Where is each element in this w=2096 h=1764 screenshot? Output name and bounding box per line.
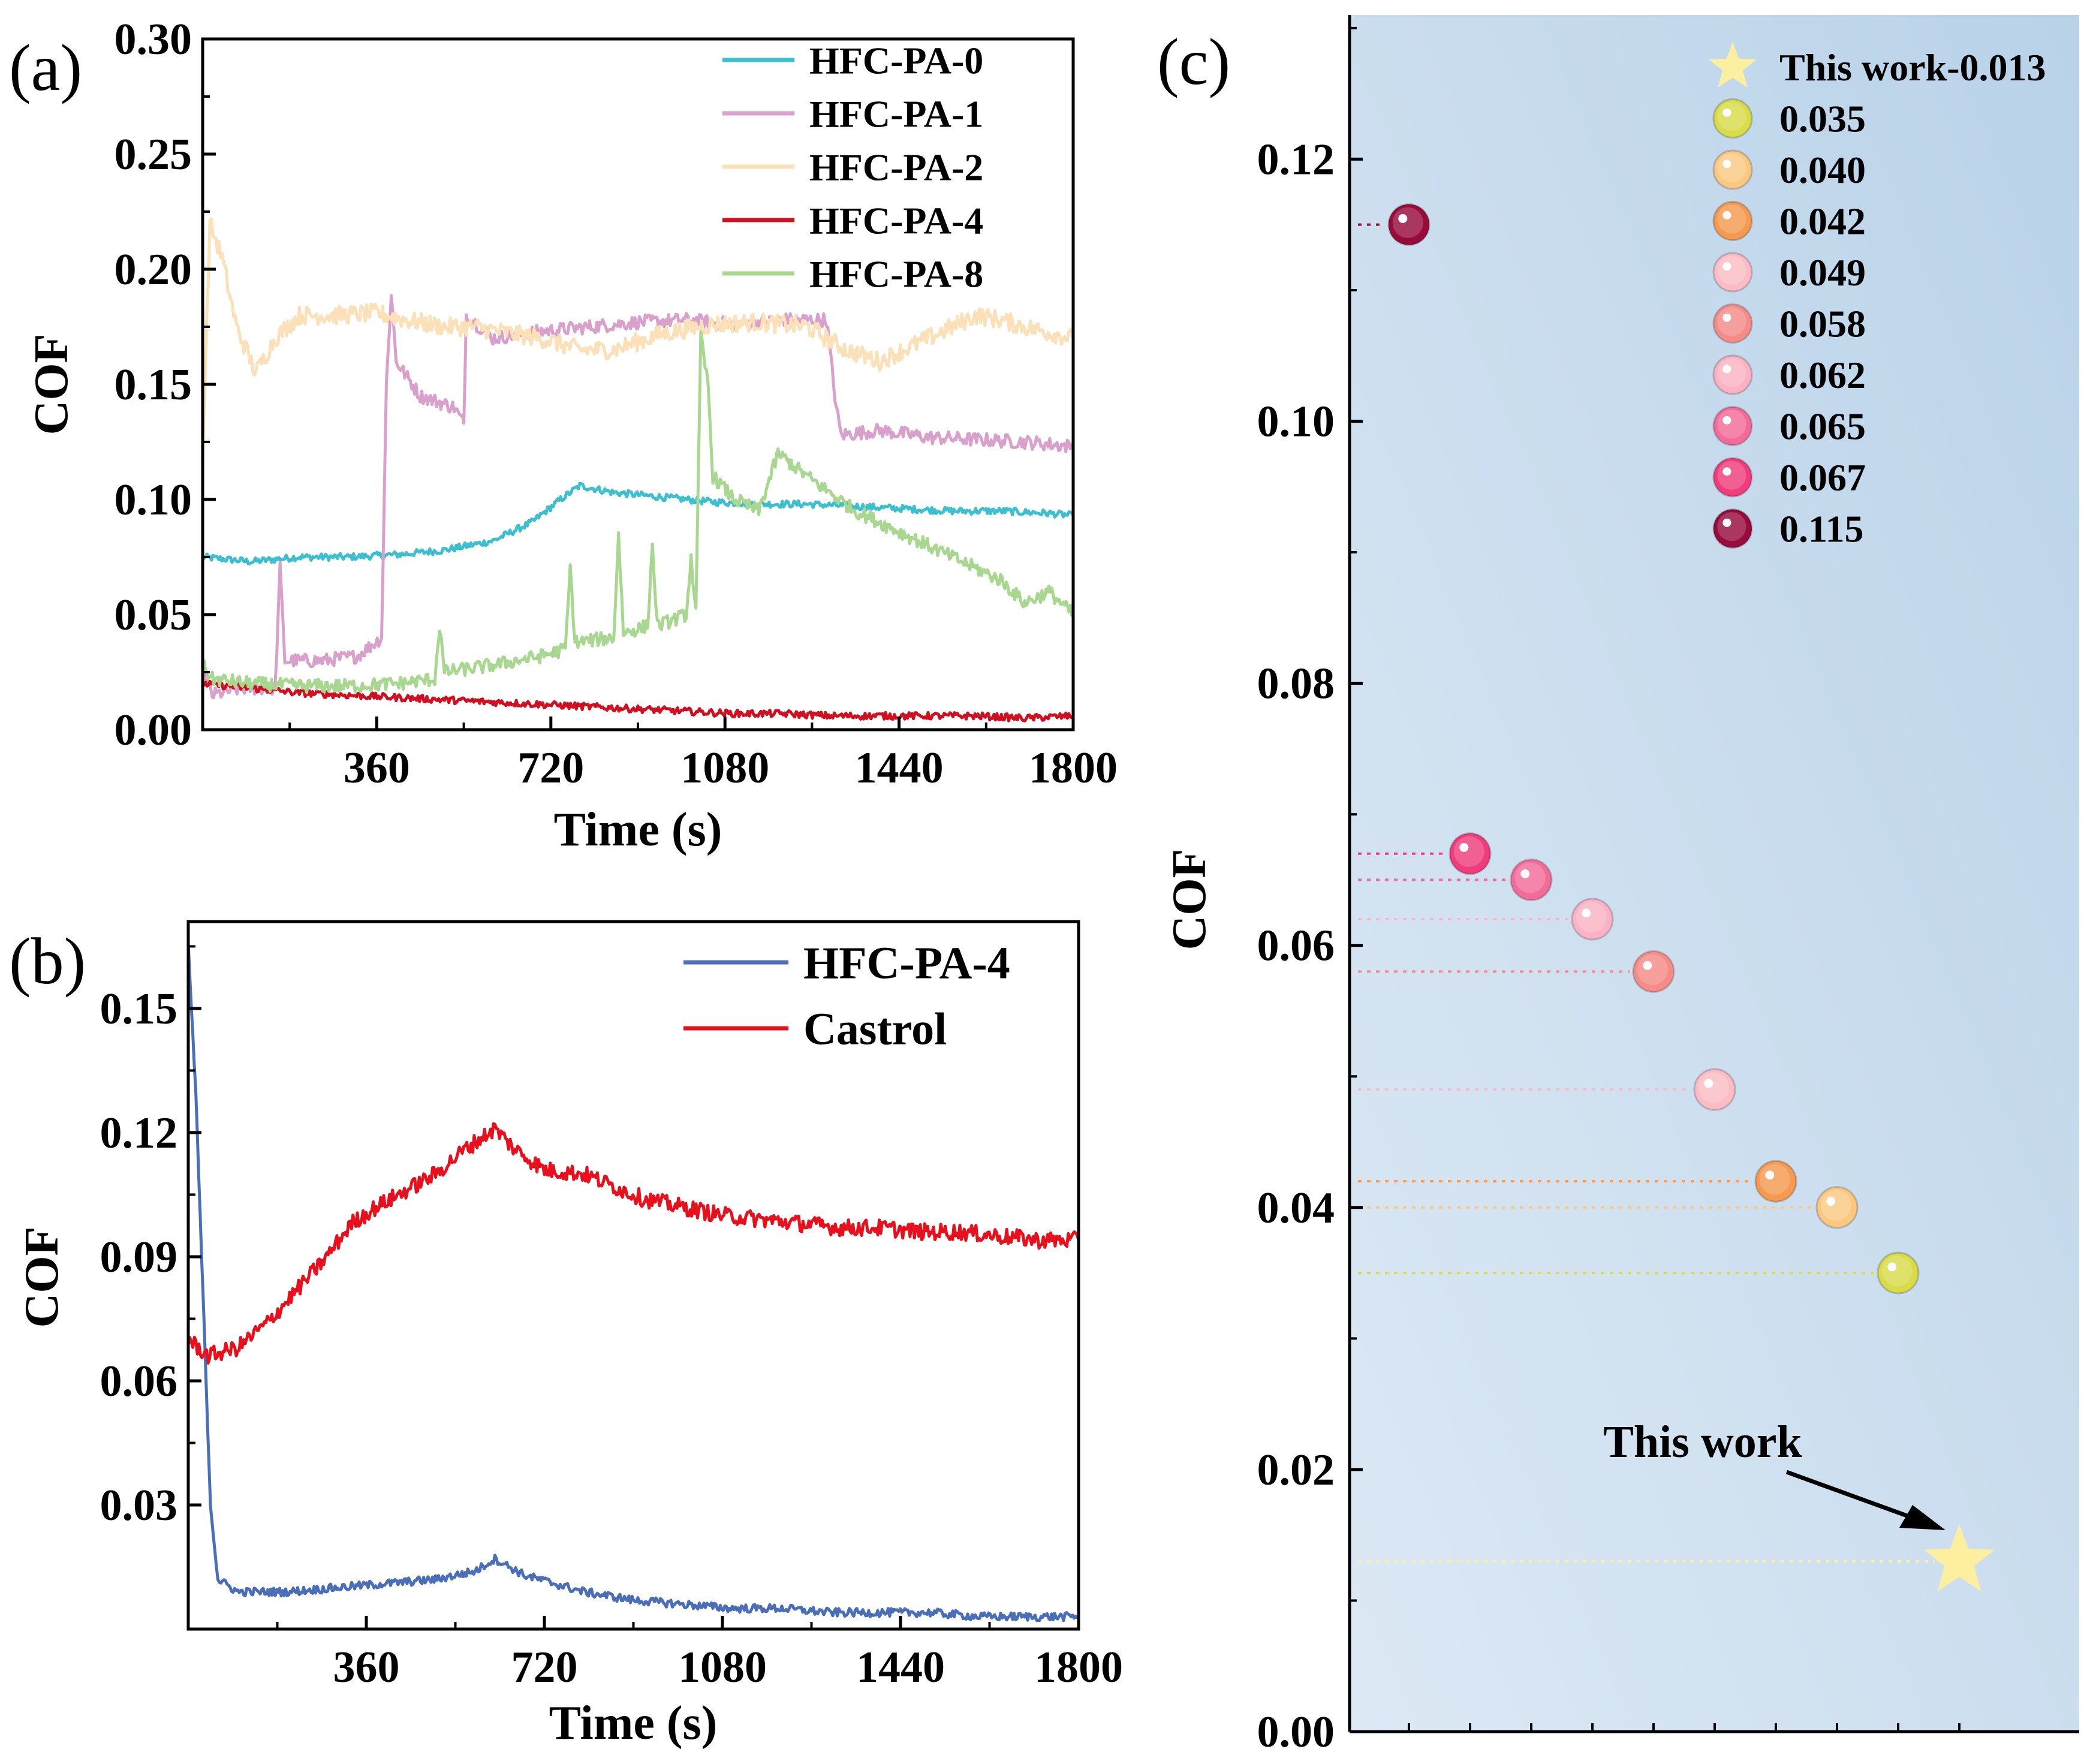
legend-label: 0.035 bbox=[1779, 98, 1866, 140]
x-tick-label: 1440 bbox=[856, 1643, 945, 1692]
legend-label: 0.115 bbox=[1779, 508, 1863, 550]
y-tick-label: 0.06 bbox=[100, 1357, 178, 1406]
x-tick-label: 1800 bbox=[1034, 1643, 1123, 1692]
panel-b-ylabel: COF bbox=[16, 1227, 68, 1328]
y-tick-label: 0.00 bbox=[1257, 1708, 1335, 1757]
y-tick-label: 0.12 bbox=[1257, 135, 1335, 184]
panel-c-ylabel: COF bbox=[1163, 849, 1216, 950]
x-tick-label: 360 bbox=[333, 1643, 400, 1692]
panel-b-chart: 360 720 1080 1440 1800 0.03 0.06 0.09 0.12 0.15 (… bbox=[9, 920, 1123, 1750]
legend-label: 0.058 bbox=[1779, 303, 1866, 345]
panel-c-legend: This work-0.013 0.035 0.040 0.042 0.049 0.058… bbox=[1709, 42, 2046, 550]
annotation-arrow-head bbox=[1899, 1505, 1946, 1530]
legend-label: 0.065 bbox=[1779, 405, 1866, 448]
legend-label: HFC-PA-8 bbox=[809, 252, 983, 295]
x-tick-label: 720 bbox=[517, 743, 584, 793]
series-line-Castrol bbox=[186, 1122, 1080, 1365]
panel-c-annotation: This work bbox=[1603, 1417, 1802, 1467]
sphere-point bbox=[1877, 1251, 1920, 1295]
panel-b-series-group bbox=[186, 943, 1080, 1622]
legend-label: 0.049 bbox=[1779, 251, 1866, 294]
y-tick-label: 0.15 bbox=[115, 360, 192, 410]
panel-b-legend: HFC-PA-4 Castrol bbox=[683, 938, 1010, 1055]
panel-a-ylabel: COF bbox=[25, 334, 78, 435]
y-tick-label: 0.10 bbox=[115, 475, 192, 525]
legend-label: 0.062 bbox=[1779, 354, 1866, 396]
legend-label: HFC-PA-4 bbox=[809, 199, 983, 242]
legend-label: HFC-PA-1 bbox=[809, 92, 983, 135]
y-tick-label: 0.10 bbox=[1257, 398, 1335, 447]
legend-label: 0.040 bbox=[1779, 149, 1866, 191]
annotation-arrow-shaft bbox=[1785, 1470, 1920, 1522]
legend-label: 0.067 bbox=[1779, 456, 1866, 499]
sphere-point bbox=[1754, 1160, 1797, 1203]
sphere-point bbox=[1632, 950, 1675, 993]
sphere-point bbox=[1571, 898, 1614, 941]
x-tick-label: 1080 bbox=[680, 743, 769, 793]
x-tick-label: 1080 bbox=[678, 1643, 767, 1692]
x-tick-label: 1800 bbox=[1029, 743, 1118, 793]
legend-label: This work-0.013 bbox=[1779, 46, 2046, 89]
y-tick-label: 0.09 bbox=[100, 1233, 178, 1282]
series-line-HFC-PA-4 bbox=[202, 679, 1074, 723]
legend-star bbox=[1709, 42, 1757, 88]
y-tick-label: 0.15 bbox=[100, 985, 178, 1034]
panel-a-legend: HFC-PA-0 HFC-PA-1 HFC-PA-2 HFC-PA-4 HFC-PA-8 bbox=[722, 39, 983, 295]
y-tick-label: 0.02 bbox=[1257, 1446, 1335, 1495]
y-tick-label: 0.00 bbox=[115, 706, 192, 755]
legend-label: HFC-PA-4 bbox=[803, 938, 1010, 989]
series-line-HFC-PA-0 bbox=[201, 481, 1075, 565]
series-line-HFC-PA-8 bbox=[201, 330, 1074, 694]
panel-a-series-group bbox=[201, 217, 1075, 723]
y-tick-label: 0.30 bbox=[115, 15, 192, 64]
y-tick-label: 0.04 bbox=[1257, 1184, 1335, 1233]
panel-c-label: (c) bbox=[1157, 25, 1230, 98]
legend-label: HFC-PA-0 bbox=[809, 39, 983, 82]
x-tick-label: 720 bbox=[511, 1643, 578, 1692]
legend-sphere bbox=[1712, 201, 1753, 241]
y-tick-label: 0.20 bbox=[115, 245, 192, 294]
legend-sphere bbox=[1712, 508, 1753, 549]
series-line-HFC-PA-2 bbox=[201, 217, 1075, 463]
sphere-point bbox=[1815, 1186, 1859, 1229]
legend-label: 0.042 bbox=[1779, 200, 1866, 243]
y-tick-label: 0.08 bbox=[1257, 660, 1335, 709]
panel-b-ticks: 360 720 1080 1440 1800 0.03 0.06 0.09 0.12 0.15 bbox=[100, 945, 1123, 1692]
series-line-HFC-PA-1 bbox=[201, 294, 1075, 700]
legend-sphere bbox=[1712, 354, 1753, 395]
panel-c-points bbox=[1387, 203, 1995, 1591]
panel-b-label: (b) bbox=[9, 925, 86, 998]
panel-c-ticks: 0.00 0.02 0.04 0.06 0.08 0.10 0.12 bbox=[1257, 26, 1961, 1757]
sphere-point bbox=[1448, 832, 1492, 875]
x-tick-label: 1440 bbox=[855, 743, 944, 793]
y-tick-label: 0.06 bbox=[1257, 922, 1335, 971]
legend-sphere bbox=[1712, 303, 1753, 344]
y-tick-label: 0.03 bbox=[100, 1481, 178, 1530]
panel-a-chart: 360 720 1080 1440 1800 0.00 0.05 0.10 0.15 0.20 0.… bbox=[9, 15, 1118, 856]
legend-sphere bbox=[1712, 149, 1753, 190]
panel-c-chart: 0.00 0.02 0.04 0.06 0.08 0.10 0.12 (c) COF Thi… bbox=[1157, 15, 2079, 1757]
legend-label: HFC-PA-2 bbox=[809, 146, 983, 188]
star-point bbox=[1924, 1524, 1995, 1591]
legend-sphere bbox=[1712, 252, 1753, 293]
legend-sphere bbox=[1712, 457, 1753, 498]
x-tick-label: 360 bbox=[344, 743, 410, 793]
series-line-HFC-PA-4 bbox=[186, 943, 1080, 1622]
panel-a-ticks: 360 720 1080 1440 1800 0.00 0.05 0.10 0.15 0.20 0.… bbox=[115, 15, 1118, 793]
sphere-point bbox=[1510, 858, 1553, 901]
y-tick-label: 0.05 bbox=[115, 591, 192, 640]
legend-sphere bbox=[1712, 98, 1753, 139]
sphere-point bbox=[1693, 1068, 1736, 1111]
y-tick-label: 0.25 bbox=[115, 130, 192, 179]
legend-sphere bbox=[1712, 406, 1753, 446]
sphere-point bbox=[1387, 203, 1431, 246]
panel-b-xlabel: Time (s) bbox=[549, 1697, 718, 1750]
legend-label: Castrol bbox=[803, 1004, 947, 1055]
panel-c-dotted-lines bbox=[1358, 223, 1935, 1563]
panel-a-label: (a) bbox=[9, 31, 82, 104]
y-tick-label: 0.12 bbox=[100, 1109, 178, 1158]
panel-a-xlabel: Time (s) bbox=[554, 803, 722, 856]
